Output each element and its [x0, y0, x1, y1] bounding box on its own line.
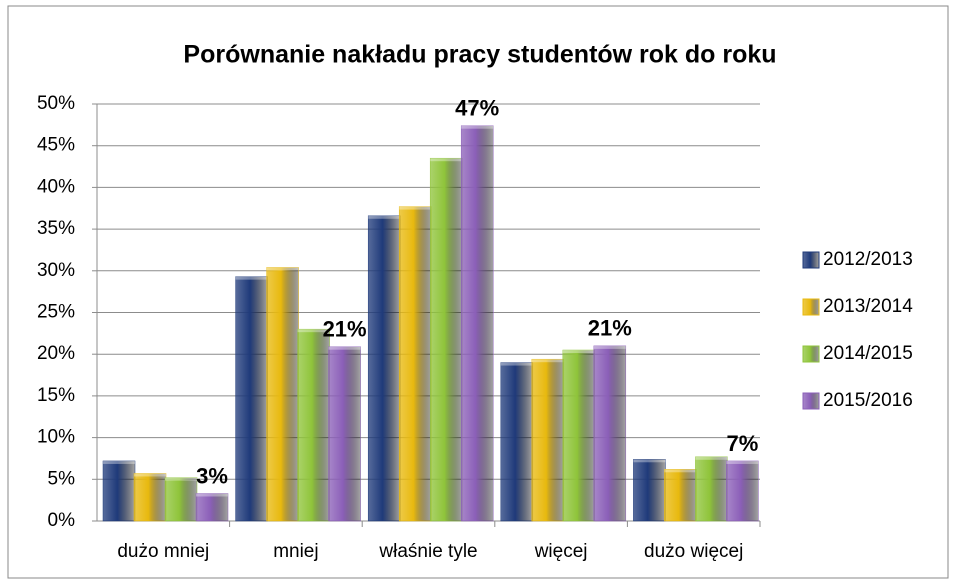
y-tick-label: 25%	[37, 302, 75, 323]
bar-top	[134, 473, 166, 477]
legend-swatch	[802, 251, 820, 269]
bar	[593, 345, 627, 522]
x-tick-label: dużo więcej	[644, 541, 743, 562]
bar-top	[593, 345, 626, 349]
legend-label: 2015/2016	[823, 390, 913, 411]
bar-top	[399, 206, 432, 210]
bar	[398, 206, 432, 522]
y-tick-label: 30%	[37, 260, 75, 281]
bar	[102, 460, 136, 522]
y-tick-label: 35%	[37, 218, 75, 239]
bar-top	[196, 493, 228, 497]
bar-top	[235, 276, 268, 280]
bar	[235, 276, 268, 522]
bar	[726, 460, 759, 522]
legend-label: 2014/2015	[823, 343, 913, 364]
bar	[328, 346, 361, 522]
y-tick-label: 20%	[37, 343, 75, 364]
bar-top	[500, 362, 533, 366]
bar	[562, 349, 596, 522]
bar-top	[461, 125, 494, 129]
bar	[633, 459, 666, 522]
bar	[164, 477, 198, 522]
bar-top	[328, 346, 361, 350]
x-tick-label: dużo mniej	[117, 541, 209, 562]
y-tick-label: 10%	[37, 427, 75, 448]
bar-top	[695, 456, 728, 460]
bar-top	[633, 459, 666, 463]
bar	[531, 358, 565, 522]
legend-label: 2012/2013	[823, 249, 913, 270]
bar-top	[368, 215, 401, 219]
y-tick-label: 0%	[48, 510, 76, 531]
bar	[460, 125, 494, 522]
data-label: 7%	[727, 431, 759, 456]
bar	[133, 473, 167, 522]
y-tick-label: 50%	[37, 93, 75, 114]
y-tick-label: 40%	[37, 176, 75, 197]
bar-top	[103, 460, 135, 464]
legend-swatch	[802, 298, 820, 316]
chart-title: Porównanie nakładu pracy studentów rok d…	[183, 41, 776, 69]
legend-swatch	[802, 345, 820, 363]
data-label: 21%	[323, 317, 367, 342]
bar-top	[726, 460, 759, 464]
x-tick-label: mniej	[273, 541, 318, 562]
bar-top	[165, 477, 197, 481]
legend-swatch	[802, 392, 820, 410]
bar	[429, 157, 463, 522]
bar	[664, 469, 697, 522]
bar-top	[430, 158, 463, 162]
bar-top	[531, 359, 564, 363]
x-tick-label: więcej	[534, 541, 588, 562]
bar-top	[664, 469, 697, 473]
legend-label: 2013/2014	[823, 296, 913, 317]
bar	[266, 267, 299, 522]
bar	[367, 215, 401, 522]
x-tick-label: właśnie tyle	[378, 541, 477, 562]
data-label: 21%	[588, 316, 632, 341]
bar-top	[266, 267, 299, 271]
bar	[500, 362, 534, 522]
bar	[695, 456, 728, 522]
bar	[297, 328, 330, 522]
data-label: 3%	[196, 463, 228, 488]
y-tick-label: 5%	[48, 468, 76, 489]
y-tick-label: 45%	[37, 135, 75, 156]
bar	[195, 493, 229, 522]
y-tick-label: 15%	[37, 385, 75, 406]
bar-top	[297, 329, 330, 333]
bar-top	[562, 350, 595, 354]
data-label: 47%	[455, 95, 499, 120]
